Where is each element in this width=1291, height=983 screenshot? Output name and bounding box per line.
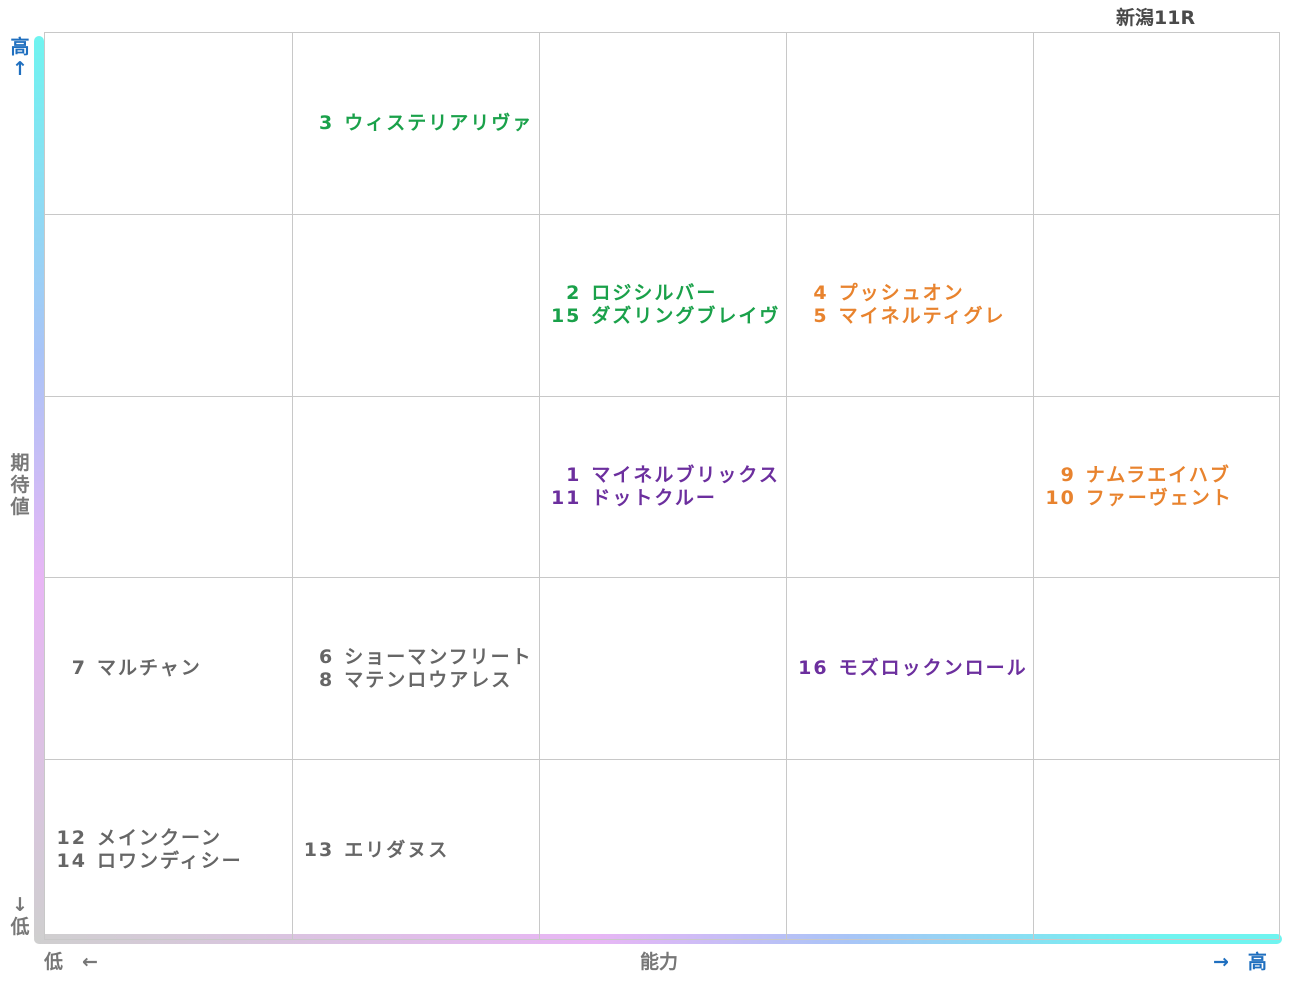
grid-vline	[538, 33, 540, 939]
axis-label-char: 低	[10, 916, 30, 938]
grid-vline	[1033, 33, 1035, 939]
horse-name: エリダヌス	[344, 838, 450, 861]
horse-name: ショーマンフリート	[344, 645, 533, 668]
horse-entry: 3 ウィステリアリヴァ	[298, 112, 539, 135]
horse-name: ドットクルー	[591, 486, 717, 509]
horse-entry: 5 マイネルティグレ	[793, 305, 1034, 328]
horse-number: 3	[318, 112, 335, 135]
y-axis-low-label: ↓ 低	[10, 894, 30, 938]
horse-name: プッシュオン	[838, 282, 965, 305]
horse-entry: 7 マルチャン	[51, 657, 292, 680]
horse-number: 14	[56, 850, 87, 873]
matrix-cell: 3 ウィステリアリヴァ	[292, 33, 539, 215]
horse-number: 5	[813, 305, 829, 328]
horse-entry: 12 メインクーン	[51, 827, 292, 850]
x-axis-low-label: 低 ←	[44, 951, 98, 973]
matrix-cell: 16 モズロックンロール	[787, 578, 1034, 760]
horse-number: 4	[813, 282, 829, 305]
y-axis-high-label: 高 ↑	[10, 36, 30, 80]
axis-label-char: 待	[10, 474, 30, 496]
horse-name: メインクーン	[97, 827, 223, 850]
axis-label-char: ↑	[12, 58, 28, 80]
horse-entry: 1 マイネルブリックス	[545, 464, 786, 487]
axis-label-char: ↓	[12, 894, 28, 916]
horse-name: マテンロウアレス	[344, 668, 513, 691]
horse-entry: 4 プッシュオン	[793, 282, 1034, 305]
horse-entry: 16 モズロックンロール	[793, 657, 1034, 680]
matrix-cell: 1 マイネルブリックス 11 ドットクルー	[539, 396, 786, 578]
matrix-cell: 2 ロジシルバー 15 ダズリングブレイヴ	[539, 215, 786, 397]
horse-number: 13	[303, 838, 335, 861]
y-axis-bar	[34, 36, 44, 942]
horse-entry: 14 ロワンディシー	[51, 850, 292, 873]
horse-entry: 8 マテンロウアレス	[298, 669, 539, 692]
grid-hline	[45, 758, 1279, 760]
grid-vline	[786, 33, 788, 939]
horse-name: マルチャン	[97, 657, 202, 680]
horse-name: マイネルブリックス	[591, 463, 780, 486]
matrix-cell: 13 エリダヌス	[292, 759, 539, 941]
horse-number: 6	[318, 645, 335, 668]
horse-entry: 13 エリダヌス	[298, 839, 539, 862]
horse-name: ナムラエイハブ	[1085, 463, 1231, 486]
horse-number: 12	[56, 827, 87, 850]
horse-name: ウィステリアリヴァ	[344, 112, 534, 135]
matrix-cell: 7 マルチャン	[45, 578, 292, 760]
horse-number: 8	[318, 668, 335, 691]
horse-number: 15	[550, 305, 582, 328]
grid-hline	[45, 214, 1279, 216]
x-axis-high-label: → 高	[1213, 951, 1267, 973]
matrix-cell: 6 ショーマンフリート 8 マテンロウアレス	[292, 578, 539, 760]
horse-number: 10	[1045, 486, 1076, 509]
horse-name: モズロックンロール	[838, 657, 1028, 680]
matrix-cell: 4 プッシュオン 5 マイネルティグレ	[787, 215, 1034, 397]
matrix-cell: 12 メインクーン 14 ロワンディシー	[45, 759, 292, 941]
horse-number: 9	[1060, 463, 1076, 486]
horse-number: 7	[71, 657, 87, 680]
axis-label-char: 高	[10, 36, 30, 58]
horse-number: 1	[566, 463, 582, 486]
horse-entry: 15 ダズリングブレイヴ	[545, 305, 786, 328]
x-axis-label: 能力	[640, 951, 679, 973]
grid-vline	[291, 33, 293, 939]
chart-title: 新潟11R	[1116, 7, 1196, 29]
matrix-grid: 3 ウィステリアリヴァ 2 ロジシルバー 15 ダズリングブレイヴ 4 プッシュオン 5 マイネル…	[44, 32, 1280, 940]
horse-entry: 10 ファーヴェント	[1040, 487, 1281, 510]
grid-hline	[45, 395, 1279, 397]
horse-entry: 11 ドットクルー	[545, 487, 786, 510]
horse-entry: 2 ロジシルバー	[545, 282, 786, 305]
horse-number: 2	[566, 282, 582, 305]
y-axis-label: 期待値	[10, 452, 30, 518]
horse-name: ダズリングブレイヴ	[591, 305, 781, 328]
horse-name: マイネルティグレ	[838, 305, 1006, 328]
horse-number: 16	[798, 657, 829, 680]
horse-name: ロジシルバー	[591, 282, 718, 305]
horse-name: ファーヴェント	[1085, 486, 1233, 509]
grid-hline	[45, 577, 1279, 579]
horse-entry: 9 ナムラエイハブ	[1040, 464, 1281, 487]
horse-name: ロワンディシー	[97, 850, 243, 873]
axis-label-char: 期	[10, 452, 30, 474]
horse-number: 11	[550, 486, 582, 509]
axis-label-char: 値	[10, 496, 30, 518]
matrix-cell: 9 ナムラエイハブ 10 ファーヴェント	[1034, 396, 1281, 578]
horse-entry: 6 ショーマンフリート	[298, 646, 539, 669]
